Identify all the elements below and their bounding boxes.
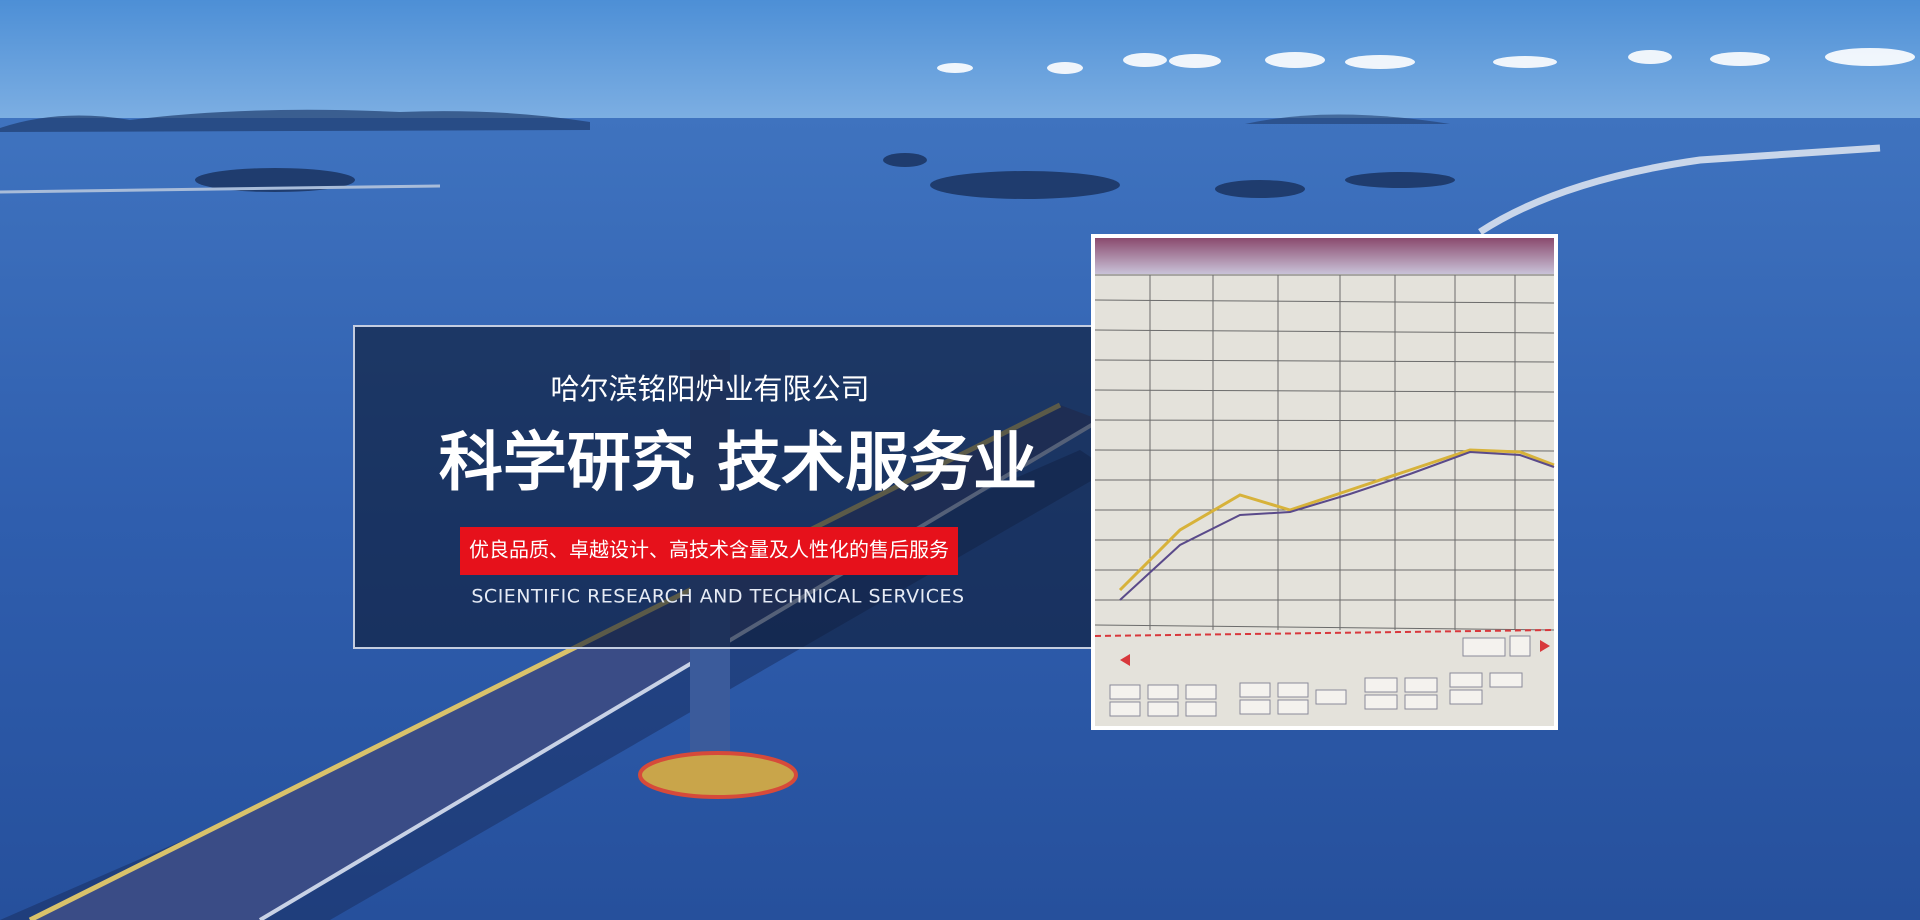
sky — [0, 0, 1920, 125]
tagline-box — [460, 527, 958, 575]
screen-curve — [1119, 450, 1555, 601]
distant-bridge — [1478, 144, 1881, 235]
company-name: 哈尔滨铭阳炉业有限公司 — [550, 372, 869, 406]
screen-arrow — [1120, 654, 1130, 666]
screen-curve — [1118, 448, 1555, 592]
subtitle: SCIENTIFIC RESEARCH AND TECHNICAL SERVIC… — [471, 586, 964, 608]
photo-inset — [1091, 234, 1558, 730]
clouds — [937, 48, 1915, 74]
bridge-pier — [638, 751, 798, 799]
screen-axis — [1094, 629, 1555, 637]
headline: 科学研究 技术服务业 — [439, 427, 1037, 501]
causeway — [0, 184, 441, 194]
screen-arrow — [1540, 640, 1550, 652]
text-panel — [353, 325, 1093, 649]
screen-buttons — [1109, 635, 1531, 717]
tagline: 优良品质、卓越设计、高技术含量及人性化的售后服务 — [469, 538, 949, 562]
islands — [0, 109, 1455, 199]
screen-header — [1095, 238, 1554, 274]
